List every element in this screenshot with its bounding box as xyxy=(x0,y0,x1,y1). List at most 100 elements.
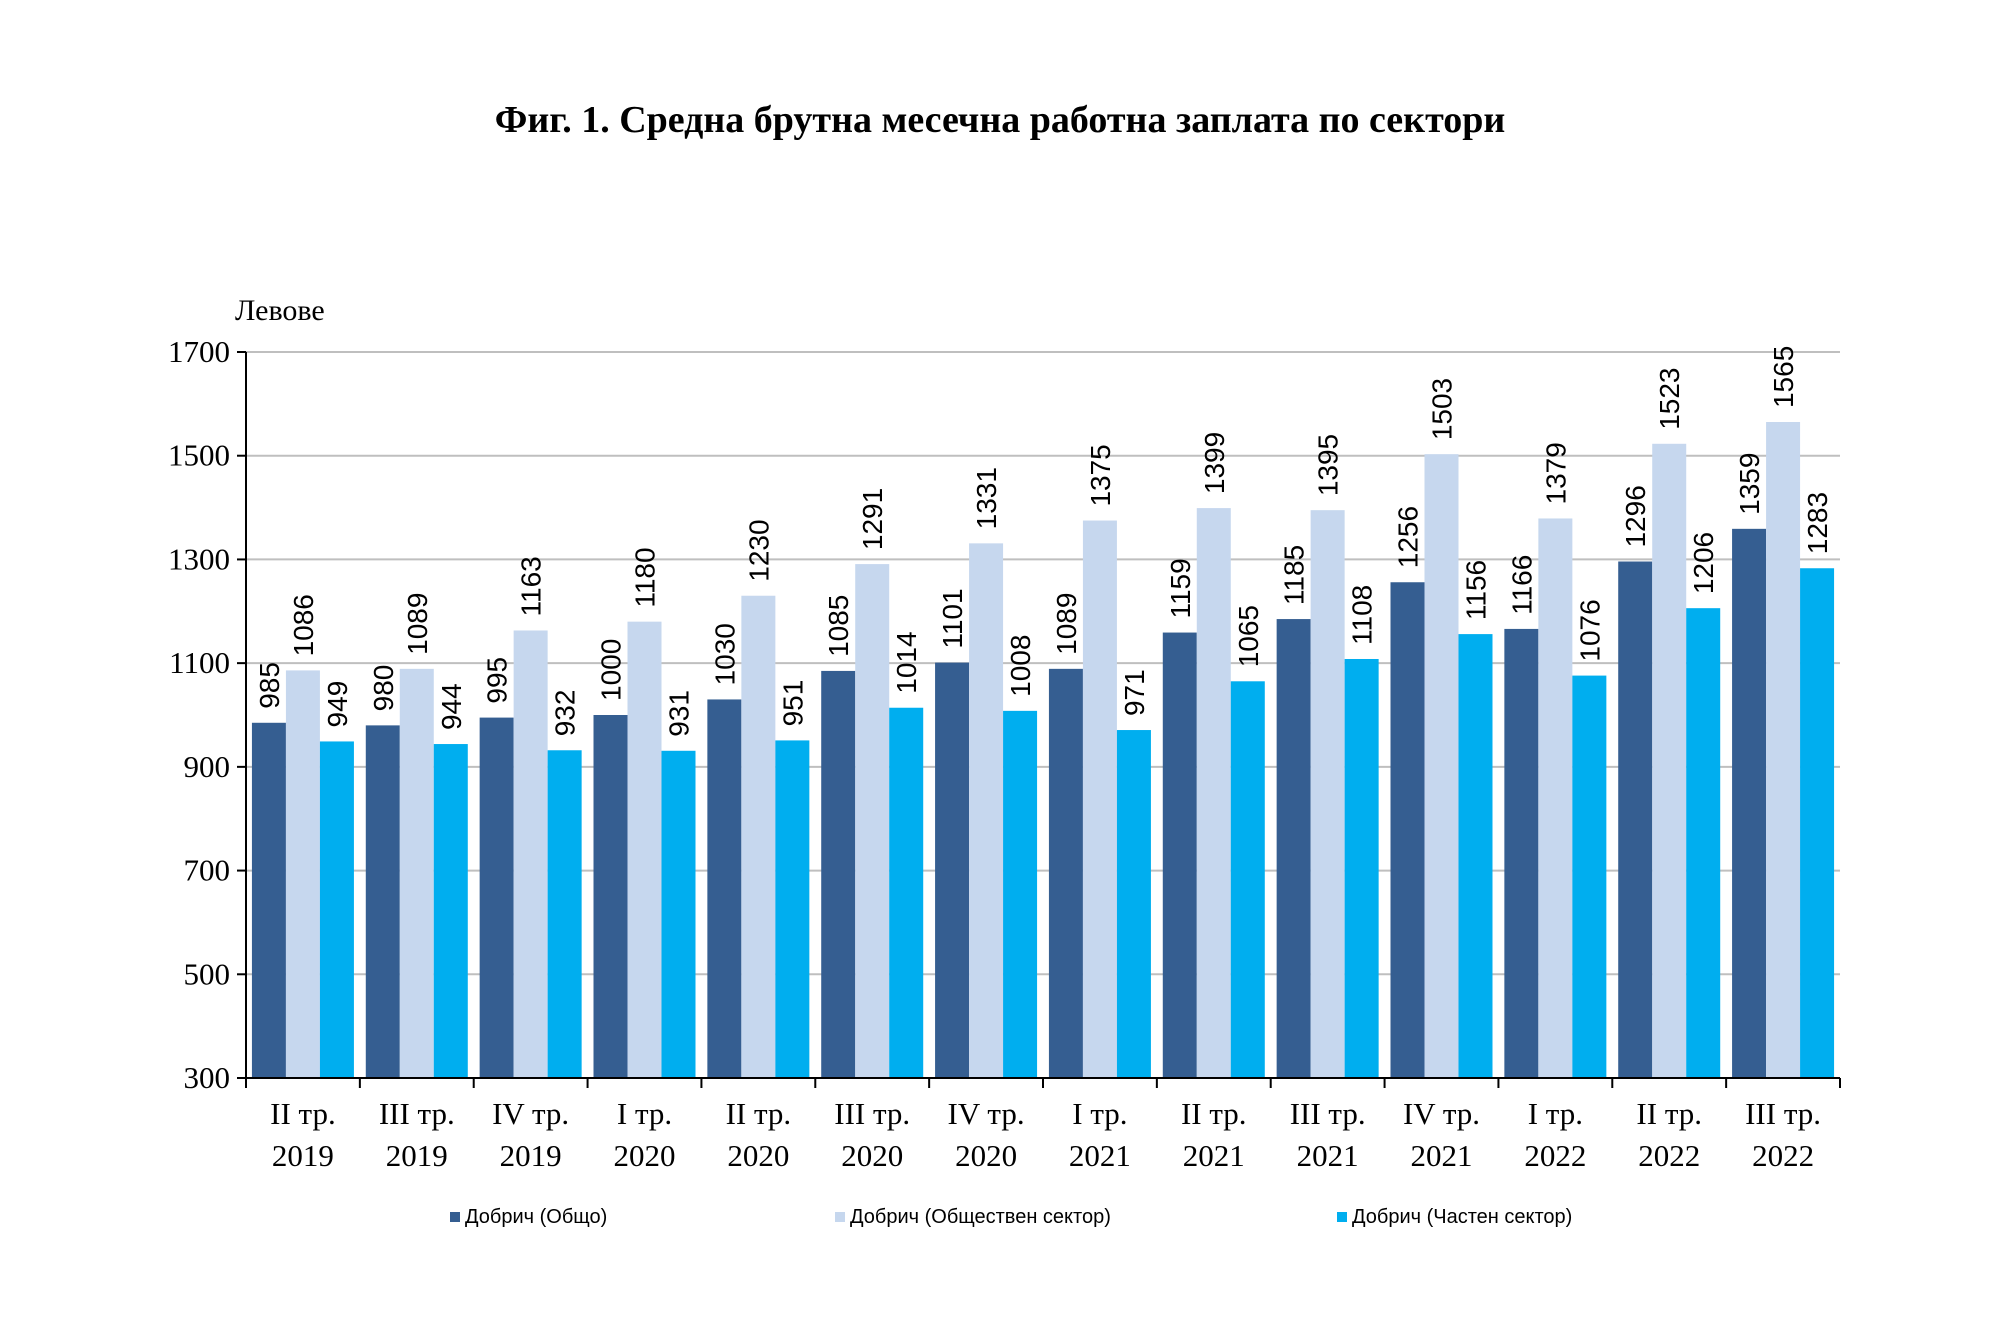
data-label: 995 xyxy=(482,657,513,704)
y-tick-label: 1300 xyxy=(168,541,230,576)
data-label: 1331 xyxy=(971,467,1002,529)
legend-entry: Добрич (Обществен сектор) xyxy=(850,1206,1111,1228)
x-tick-label-quarter: II тр. xyxy=(270,1096,336,1131)
bar xyxy=(1230,681,1265,1078)
data-label: 1283 xyxy=(1802,492,1833,554)
bar xyxy=(1538,518,1573,1078)
bar xyxy=(513,630,548,1078)
bar xyxy=(1048,668,1083,1078)
data-label: 951 xyxy=(777,680,808,727)
bar xyxy=(547,750,582,1078)
bar xyxy=(1572,675,1607,1078)
bar xyxy=(285,670,320,1078)
data-label: 1108 xyxy=(1347,585,1378,645)
data-label: 1523 xyxy=(1654,367,1685,429)
data-label: 1065 xyxy=(1233,605,1264,667)
bar xyxy=(661,750,696,1078)
y-tick-label: 1700 xyxy=(168,334,230,369)
x-tick-label-year: 2022 xyxy=(1752,1138,1814,1173)
data-label: 1379 xyxy=(1540,442,1571,504)
bar xyxy=(821,670,856,1078)
bar xyxy=(1116,730,1151,1078)
bar xyxy=(855,564,890,1078)
x-tick-label-quarter: I тр. xyxy=(1072,1096,1127,1131)
data-label: 1163 xyxy=(516,556,547,616)
y-axis-label: Левове xyxy=(235,294,325,327)
y-tick-label: 300 xyxy=(184,1060,231,1095)
y-tick-label: 1100 xyxy=(169,645,230,680)
bar xyxy=(935,662,970,1078)
x-tick-label-quarter: III тр. xyxy=(834,1096,910,1131)
data-label: 944 xyxy=(436,683,467,730)
data-label: 1206 xyxy=(1688,532,1719,594)
bar xyxy=(251,722,286,1078)
data-label: 1375 xyxy=(1085,444,1116,506)
data-label: 1156 xyxy=(1461,560,1492,620)
data-label: 1076 xyxy=(1574,599,1605,661)
x-tick-label-year: 2019 xyxy=(272,1138,334,1173)
legend-swatch xyxy=(450,1212,460,1222)
x-tick-label-year: 2020 xyxy=(841,1138,903,1173)
bar xyxy=(1310,510,1345,1078)
legend-entry: Добрич (Частен сектор) xyxy=(1352,1206,1572,1228)
data-label: 1256 xyxy=(1393,506,1424,568)
x-tick-label-quarter: III тр. xyxy=(1745,1096,1821,1131)
bar xyxy=(1458,634,1493,1078)
y-tick-label: 1500 xyxy=(168,438,230,473)
x-tick-label-year: 2021 xyxy=(1297,1138,1359,1173)
x-tick-label-quarter: II тр. xyxy=(726,1096,792,1131)
data-label: 1291 xyxy=(857,488,888,550)
data-label: 1089 xyxy=(402,593,433,655)
x-tick-label-year: 2020 xyxy=(614,1138,676,1173)
data-label: 932 xyxy=(550,690,581,737)
bar xyxy=(593,715,628,1078)
bar xyxy=(1276,619,1311,1078)
data-label: 980 xyxy=(368,665,399,712)
bar xyxy=(1390,582,1425,1078)
bar xyxy=(1652,443,1687,1079)
data-label: 1085 xyxy=(823,595,854,657)
data-label: 1166 xyxy=(1506,555,1537,615)
x-tick-label-quarter: II тр. xyxy=(1636,1096,1702,1131)
data-label: 1008 xyxy=(1005,635,1036,697)
data-label: 1180 xyxy=(630,547,661,607)
x-tick-label-year: 2021 xyxy=(1183,1138,1245,1173)
data-label: 931 xyxy=(664,690,695,737)
y-tick-label: 500 xyxy=(184,956,231,991)
bar xyxy=(1162,632,1197,1078)
data-label: 1230 xyxy=(743,519,774,581)
x-tick-label-year: 2022 xyxy=(1524,1138,1586,1173)
bar xyxy=(1766,422,1801,1078)
data-label: 1565 xyxy=(1768,346,1799,408)
bar xyxy=(707,699,742,1078)
x-tick-label-year: 2021 xyxy=(1069,1138,1131,1173)
bar xyxy=(1618,561,1653,1078)
bars-layer xyxy=(251,422,1835,1079)
x-tick-label-year: 2019 xyxy=(500,1138,562,1173)
bar xyxy=(1424,454,1459,1078)
x-tick-label-quarter: II тр. xyxy=(1181,1096,1247,1131)
data-label: 1185 xyxy=(1279,545,1310,605)
x-tick-label-quarter: III тр. xyxy=(1290,1096,1366,1131)
y-tick-label: 700 xyxy=(184,853,231,888)
bar xyxy=(969,543,1004,1078)
data-label: 1030 xyxy=(709,623,740,685)
bar xyxy=(1344,658,1379,1078)
data-label: 1101 xyxy=(937,588,968,648)
data-label: 1359 xyxy=(1734,453,1765,515)
bar xyxy=(365,725,400,1078)
data-label: 1000 xyxy=(596,639,627,701)
data-label: 1159 xyxy=(1165,558,1196,618)
data-label: 949 xyxy=(322,681,353,728)
legend-swatch xyxy=(1337,1212,1347,1222)
data-label: 1399 xyxy=(1199,432,1230,494)
bar xyxy=(889,707,924,1078)
bar xyxy=(775,740,810,1078)
chart-title: Фиг. 1. Средна брутна месечна работна за… xyxy=(494,99,1506,141)
bar xyxy=(741,595,776,1078)
bar xyxy=(1800,568,1835,1078)
legend-entry: Добрич (Общо) xyxy=(465,1206,607,1228)
